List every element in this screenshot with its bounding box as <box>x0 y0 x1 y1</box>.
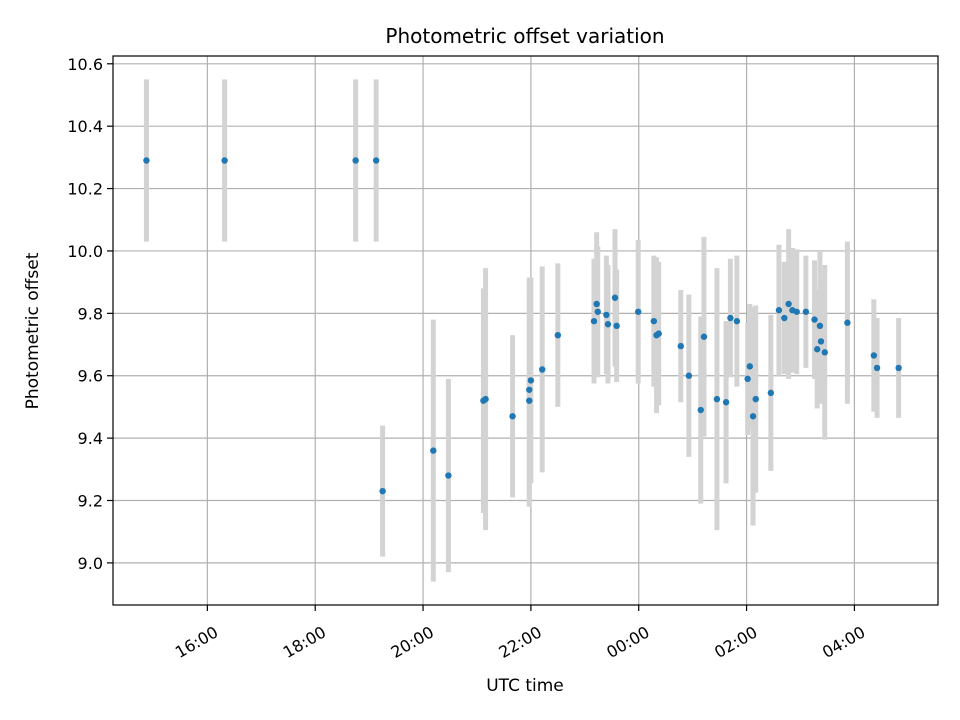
data-point <box>821 349 828 356</box>
data-point <box>744 375 751 383</box>
data-point <box>713 395 721 403</box>
data-point <box>634 308 642 315</box>
data-point <box>700 333 708 340</box>
y-tick-label: 10.6 <box>67 55 103 74</box>
data-point <box>749 413 757 420</box>
data-point <box>775 307 783 314</box>
y-tick-label: 9.6 <box>78 367 103 386</box>
data-point <box>603 311 610 319</box>
data-point <box>816 322 824 330</box>
data-point <box>590 317 598 325</box>
y-tick-label: 9.0 <box>78 554 103 573</box>
data-point <box>430 447 437 454</box>
data-point <box>733 317 741 325</box>
data-point <box>604 321 612 328</box>
data-point <box>685 372 693 379</box>
data-point <box>802 308 810 315</box>
data-point <box>722 399 730 406</box>
data-point <box>379 487 386 495</box>
data-point <box>482 395 489 403</box>
y-tick-label: 9.8 <box>78 304 103 323</box>
data-point <box>593 300 600 308</box>
data-point <box>781 314 788 322</box>
data-point <box>785 300 792 308</box>
data-point <box>372 157 380 164</box>
grid-lines <box>113 56 938 605</box>
data-point <box>752 395 759 403</box>
data-point <box>895 364 902 372</box>
data-point <box>143 157 150 164</box>
y-tick-label: 10.0 <box>67 242 103 261</box>
chart-title: Photometric offset variation <box>385 24 664 48</box>
data-point <box>817 338 825 345</box>
data-point <box>650 317 658 325</box>
plot-area-background <box>113 56 938 605</box>
y-axis-ticks: 9.0 9.2 9.4 9.6 9.8 10.0 10.2 10.4 10.6 <box>67 55 113 573</box>
x-axis-title: UTC time <box>486 676 564 696</box>
data-point <box>814 346 821 353</box>
y-tick-label: 9.2 <box>78 492 103 511</box>
y-tick-label: 9.4 <box>78 429 103 448</box>
data-point <box>746 363 754 370</box>
data-point <box>594 308 601 315</box>
data-point <box>844 319 851 326</box>
data-point <box>613 322 620 330</box>
data-point <box>554 331 562 339</box>
y-tick-label: 10.2 <box>67 180 103 199</box>
data-point <box>793 308 800 315</box>
data-point <box>727 314 734 322</box>
data-point <box>767 389 775 397</box>
data-point <box>697 406 704 414</box>
data-point <box>811 316 818 323</box>
data-point <box>873 364 881 372</box>
data-point <box>655 330 662 337</box>
data-point <box>611 294 619 301</box>
data-point <box>509 413 516 420</box>
data-point <box>352 157 359 164</box>
y-tick-label: 10.4 <box>67 117 103 136</box>
data-point <box>539 366 546 373</box>
data-point <box>677 342 684 350</box>
data-point <box>526 397 533 404</box>
data-point <box>526 386 533 393</box>
data-points <box>143 157 902 495</box>
data-point <box>870 352 878 359</box>
data-point <box>527 377 535 384</box>
plot-area-frame <box>112 55 939 606</box>
data-point <box>221 157 228 164</box>
y-axis-title: Photometric offset <box>23 252 43 409</box>
data-point <box>445 472 452 479</box>
